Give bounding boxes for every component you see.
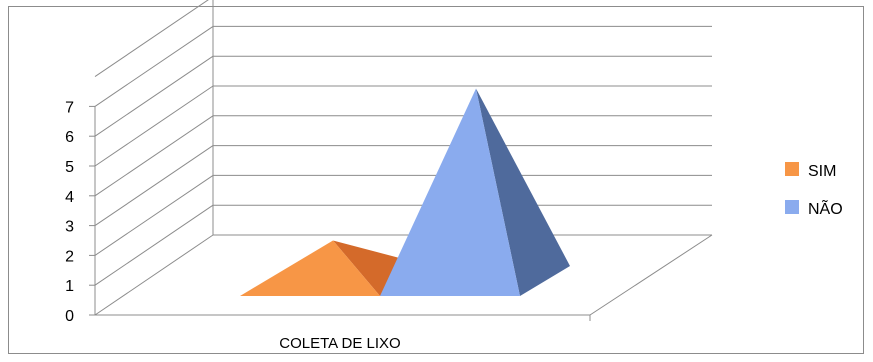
side-grid-line	[94, 145, 214, 227]
side-grid-line	[94, 25, 214, 107]
side-grid-line	[94, 55, 214, 137]
side-grid-line	[94, 234, 214, 316]
pyramid-marks	[240, 88, 570, 297]
legend-label-sim: SIM	[808, 163, 836, 180]
side-grid-line	[94, 85, 214, 167]
pyramid-side-face	[333, 240, 430, 296]
pyramid-front-face	[240, 240, 380, 296]
y-axis-ticks: 0 1 2 3 4 5 6 7	[65, 99, 95, 325]
y-tick-label: 3	[65, 219, 74, 236]
legend-swatch-nao	[785, 200, 799, 214]
floor-right-edge	[589, 234, 713, 316]
legend-swatch-sim	[785, 162, 799, 176]
pyramid-nao	[380, 88, 570, 297]
y-tick-label: 6	[65, 129, 74, 146]
category-label: COLETA DE LIXO	[279, 335, 400, 352]
legend-label-nao: NÃO	[808, 198, 843, 218]
y-tick-label: 5	[65, 159, 74, 176]
y-tick-label: 0	[65, 308, 74, 325]
legend: SIM NÃO	[785, 162, 843, 218]
side-grid-line	[94, 115, 214, 197]
y-tick-label: 2	[65, 248, 74, 265]
pyramid-sim	[240, 240, 430, 296]
pyramid-front-face	[380, 88, 520, 297]
y-tick-label: 1	[65, 278, 74, 295]
y-tick-label: 7	[65, 99, 74, 116]
side-grid-line	[94, 204, 214, 286]
pyramid-side-face	[476, 88, 570, 297]
side-grid-line	[94, 174, 214, 256]
grid-layer	[89, 0, 713, 321]
side-grid-line	[94, 0, 209, 78]
y-tick-label: 4	[65, 189, 74, 206]
